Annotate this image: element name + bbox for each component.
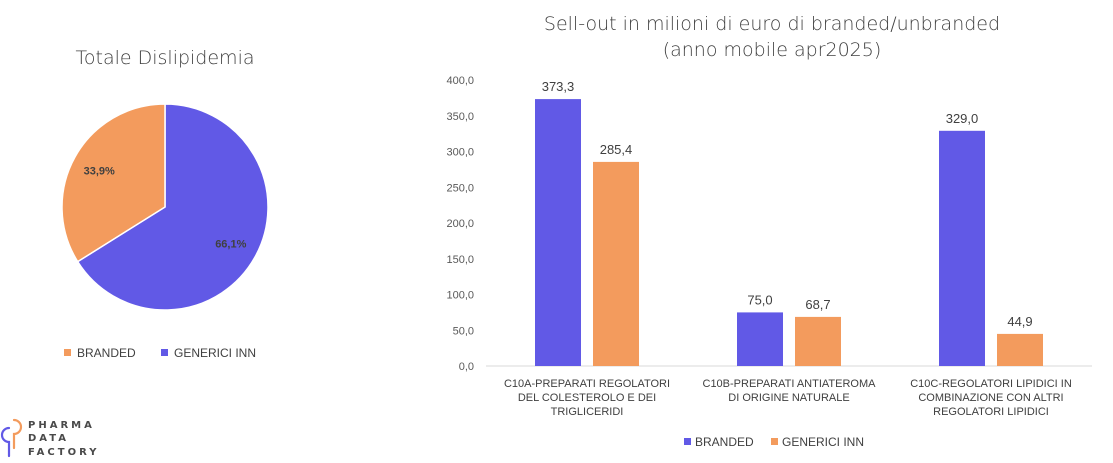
bar-legend-label-generici: GENERICI INN — [782, 435, 864, 449]
category-label-line: TRIGLICERIDI — [551, 406, 624, 418]
bar-title-line-1: Sell-out in milioni di euro di branded/u… — [544, 13, 1000, 35]
pie-slice-branded — [76, 103, 269, 311]
y-tick-label: 250,0 — [446, 182, 474, 194]
y-tick-label: 200,0 — [446, 218, 474, 230]
category-label-line: COMBINAZIONE CON ALTRI — [918, 392, 1063, 404]
bar-legend-swatch-branded — [684, 438, 691, 445]
category-label-line: REGOLATORI LIPIDICI — [933, 406, 1049, 418]
category-label-line: DI ORIGINE NATURALE — [728, 392, 849, 404]
logo-text-line-1: PHARMA — [28, 420, 95, 431]
bar-generici — [997, 333, 1043, 366]
pie-slice-generici — [61, 103, 166, 263]
bar-chart: Sell-out in milioni di euro di branded/u… — [446, 13, 1092, 449]
pie-legend: BRANDED GENERICI INN — [64, 346, 256, 360]
pie-labels: 66,1% 33,9% — [84, 166, 247, 251]
bar-legend: BRANDED GENERICI INN — [684, 435, 864, 449]
bar-legend-swatch-generici — [771, 438, 778, 445]
category-label-line: C10B-PREPARATI ANTIATEROMA — [703, 378, 877, 390]
bar-generici — [593, 161, 639, 366]
y-tick-label: 300,0 — [446, 147, 474, 159]
logo-mark-icon — [0, 418, 23, 458]
y-tick-label: 400,0 — [446, 75, 474, 87]
bar-data-label: 329,0 — [946, 111, 979, 126]
category-label-line: C10C-REGOLATORI LIPIDICI IN — [910, 378, 1072, 390]
bar-legend-label-branded: BRANDED — [695, 435, 754, 449]
bar-data-label: 68,7 — [805, 297, 830, 312]
pie-legend-swatch-generici — [161, 349, 168, 356]
bar-generici — [795, 316, 841, 366]
bars — [535, 99, 1043, 366]
y-tick-label: 150,0 — [446, 254, 474, 266]
y-axis-ticks: 0,0 50,0 100,0 150,0 200,0 250,0 300,0 350,0 400… — [446, 75, 474, 373]
pie-slice-label: 66,1% — [215, 238, 246, 250]
y-tick-label: 100,0 — [446, 290, 474, 302]
pharma-data-factory-logo: PHARMA DATA FACTORY — [0, 418, 99, 458]
pie-slice-label: 33,9% — [84, 166, 115, 178]
logo-text-line-2: DATA — [28, 433, 69, 444]
pie-chart: Totale Dislipidemia 66,1% 33,9% BRANDED G… — [61, 47, 269, 360]
logo-text-line-3: FACTORY — [28, 447, 99, 458]
y-tick-label: 50,0 — [453, 325, 474, 337]
bar-title-line-2: (anno mobile apr2025) — [663, 39, 882, 61]
pie-title: Totale Dislipidemia — [76, 47, 255, 69]
pie-legend-swatch-branded — [64, 349, 71, 356]
y-tick-label: 350,0 — [446, 111, 474, 123]
bar-data-label: 285,4 — [600, 142, 633, 157]
bar-branded — [737, 312, 783, 366]
pie-slices — [61, 103, 269, 311]
bar-branded — [939, 130, 985, 366]
pie-legend-label-branded: BRANDED — [77, 346, 136, 360]
pie-legend-label-generici: GENERICI INN — [174, 346, 256, 360]
bar-data-label: 44,9 — [1007, 314, 1032, 329]
category-label-line: C10A-PREPARATI REGOLATORI — [504, 378, 670, 390]
y-tick-label: 0,0 — [459, 361, 474, 373]
bar-data-label: 373,3 — [542, 79, 575, 94]
bar-data-label: 75,0 — [747, 292, 772, 307]
bar-branded — [535, 99, 581, 366]
bar-data-labels: 373,3 285,4 75,0 68,7 329,0 44,9 — [542, 79, 1033, 329]
category-labels: C10A-PREPARATI REGOLATORI DEL COLESTEROLO… — [504, 378, 1072, 418]
category-label-line: DEL COLESTEROLO E DEI — [518, 392, 656, 404]
